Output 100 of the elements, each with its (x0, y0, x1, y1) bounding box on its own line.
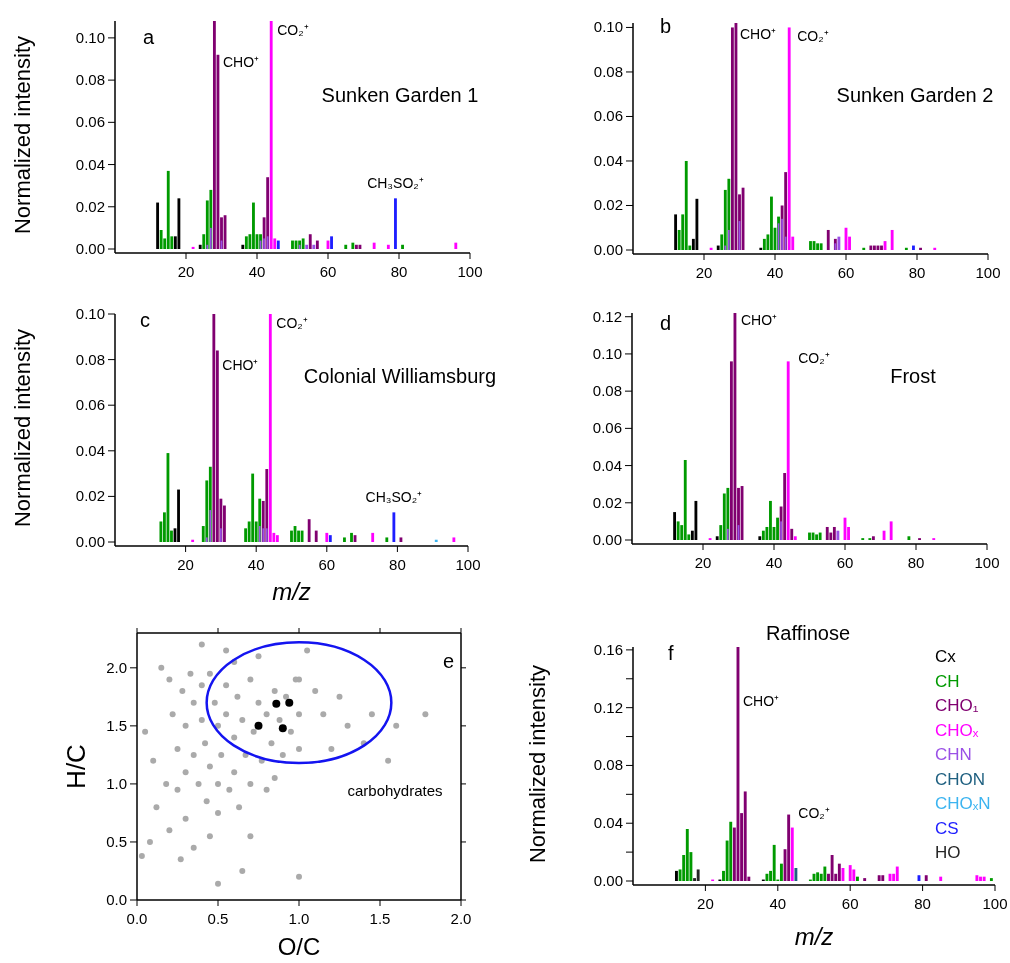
bar (312, 244, 316, 249)
y-tick-label: 0.16 (593, 640, 623, 658)
bar (837, 236, 841, 250)
bar (816, 243, 820, 250)
bar (159, 230, 163, 249)
bar (350, 532, 353, 542)
y-tick-label: 0.06 (75, 113, 105, 131)
bar (212, 314, 216, 542)
bar (769, 500, 772, 540)
x-tick-label: 40 (769, 895, 787, 912)
annotation: b (660, 15, 672, 37)
annotation: CO₂⁺ (276, 315, 308, 331)
y-tick-label: 0.06 (593, 107, 623, 125)
bar (694, 500, 698, 540)
y-tick-label: 0.02 (75, 487, 105, 505)
y-tick-label: 0.04 (593, 151, 623, 169)
bar (761, 530, 765, 540)
text: CS (935, 818, 959, 838)
bar (881, 875, 885, 881)
x-tick-label: 60 (837, 264, 855, 281)
bar (794, 868, 798, 881)
bar (787, 27, 791, 250)
y-tick-label: 0.5 (106, 832, 127, 850)
bar (816, 872, 820, 881)
bar (297, 530, 300, 542)
y-tick-label: 0.00 (593, 872, 623, 889)
y-axis-title: Normalized intensity (10, 328, 35, 528)
text: CHO₁ (935, 696, 979, 715)
bar (684, 160, 688, 250)
y-tick-label: 0.00 (75, 533, 105, 550)
bar (912, 245, 915, 250)
bar (392, 512, 396, 542)
bar (862, 247, 866, 250)
bar (830, 855, 834, 881)
bar (808, 532, 811, 540)
x-tick-label: 100 (982, 895, 1008, 912)
point (278, 724, 287, 733)
bar (772, 844, 776, 881)
bar (826, 229, 830, 250)
annotation: CH₃SO₂⁺ (365, 489, 423, 506)
annotation: carbohydrates (347, 782, 443, 799)
bar (676, 521, 680, 540)
legend-label: CHN (935, 745, 972, 764)
bar (743, 791, 747, 881)
bar (852, 869, 856, 881)
x-tick-label: 20 (177, 556, 194, 573)
x-axis-title: m/z (272, 578, 311, 605)
bar (330, 236, 333, 249)
bar (673, 512, 677, 540)
bar (855, 876, 859, 881)
bar (933, 247, 937, 250)
y-tick-label: 0.10 (75, 28, 105, 46)
bar (924, 875, 928, 881)
bar (809, 241, 812, 250)
y-tick-label: 0.08 (592, 382, 622, 400)
x-tick-label: 80 (390, 263, 408, 280)
bar (989, 878, 993, 881)
bar (786, 361, 790, 540)
x-tick-label: 80 (907, 554, 925, 571)
bar (889, 521, 893, 540)
x-tick-label: 60 (841, 895, 859, 912)
bar (315, 240, 319, 249)
x-tick-label: 80 (914, 895, 931, 912)
annotation: CHO⁺ (740, 312, 778, 328)
bar (895, 866, 899, 881)
y-axis-title: Normalized intensity (10, 35, 35, 235)
bar (715, 536, 719, 540)
x-tick-label: 80 (389, 556, 406, 573)
bar (166, 170, 170, 249)
bar (765, 873, 769, 881)
bar (815, 534, 819, 540)
x-tick-label: 60 (836, 554, 854, 571)
y-tick-label: 0.02 (593, 196, 623, 214)
bar (385, 537, 389, 542)
x-tick-label: 100 (974, 554, 1000, 571)
bar (156, 202, 160, 249)
bar (836, 530, 840, 540)
bar (252, 202, 255, 249)
bar (191, 539, 195, 542)
annotation: CO₂⁺ (798, 804, 830, 821)
text: Colonial Williamsburg (303, 365, 497, 387)
y-tick-label: 0.04 (75, 155, 105, 173)
y-tick-label: 0.00 (75, 240, 105, 257)
x-tick-label: 100 (975, 264, 1001, 281)
annotation: CO₂⁺ (277, 22, 309, 38)
bar (783, 473, 787, 540)
bar (343, 537, 346, 542)
annotation: CO₂⁺ (798, 350, 830, 367)
bar (776, 517, 779, 540)
y-tick-label: 0.00 (593, 241, 623, 258)
bar (307, 519, 311, 542)
y-tick-label: 0.06 (592, 419, 622, 437)
text: CHON (935, 769, 986, 789)
bar (268, 314, 272, 542)
x-tick-label: 0.0 (126, 910, 148, 927)
x-tick-label: 40 (247, 556, 265, 573)
bar (979, 876, 982, 881)
annotation: d (660, 312, 672, 334)
y-tick-label: 0.10 (592, 344, 622, 362)
x-tick-label: 2.0 (450, 910, 472, 927)
